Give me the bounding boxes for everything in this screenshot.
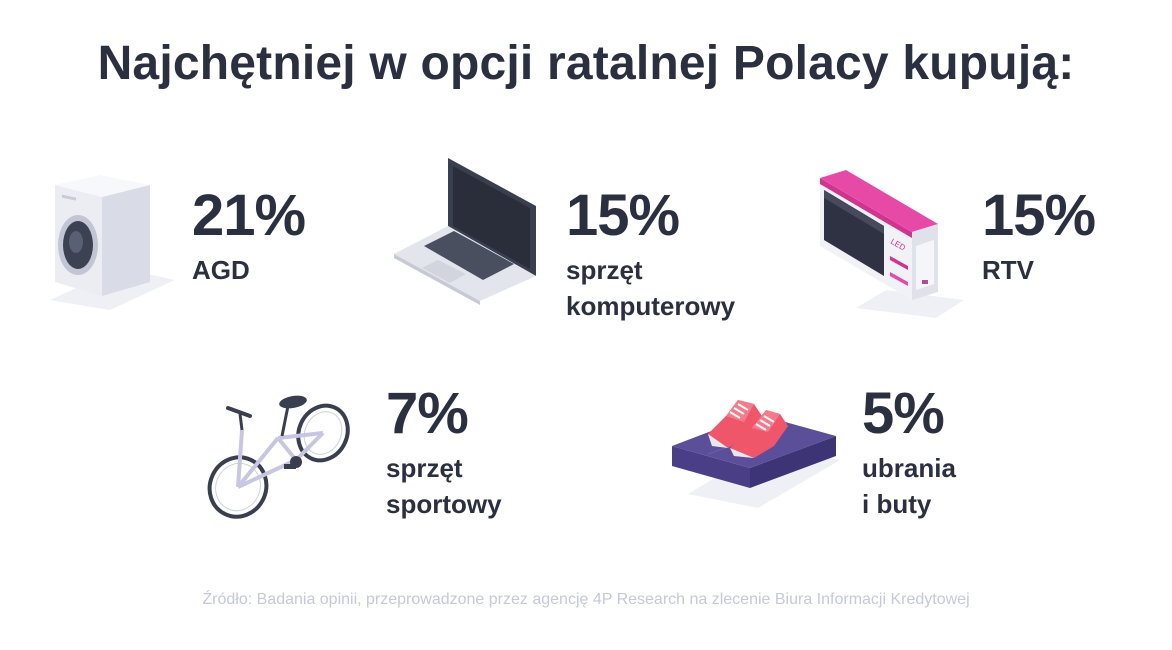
stat-label-line: ubrania xyxy=(862,453,956,483)
stat-label: ubrania i buty xyxy=(862,451,956,523)
stat-label-line: i buty xyxy=(862,488,932,519)
page-title: Najchętniej w opcji ratalnej Polacy kupu… xyxy=(97,37,1075,90)
stat-label: sprzęt sportowy xyxy=(386,451,502,523)
stat-label-line: sprzęt xyxy=(386,453,463,483)
stat-label: sprzęt komputerowy xyxy=(566,253,735,325)
stat-agd: 21% AGD xyxy=(192,183,306,289)
stat-clothes: 5% ubrania i buty xyxy=(862,385,956,523)
stat-label: RTV xyxy=(982,253,1095,289)
stat-rtv: 15% RTV xyxy=(982,183,1096,289)
stat-label-line: sportowy xyxy=(386,488,502,519)
stat-label: AGD xyxy=(192,253,305,289)
stat-percent: 15% xyxy=(566,183,680,248)
washing-machine-icon xyxy=(50,175,175,310)
stat-label-line: AGD xyxy=(192,255,250,285)
stat-percent: 5% xyxy=(862,381,945,446)
laptop-icon xyxy=(394,158,536,305)
stat-label-line: sprzęt xyxy=(566,255,643,285)
stat-percent: 7% xyxy=(386,381,469,446)
stat-computer: 15% sprzęt komputerowy xyxy=(566,187,735,325)
stat-sport: 7% sprzęt sportowy xyxy=(386,385,502,523)
sneakers-icon xyxy=(672,400,840,508)
stat-percent: 21% xyxy=(192,183,306,248)
tv-box-icon: LED xyxy=(820,170,964,318)
bicycle-icon xyxy=(207,395,350,519)
stat-percent: 15% xyxy=(982,183,1096,248)
source-note: Źródło: Badania opinii, przeprowadzone p… xyxy=(202,591,970,608)
stat-label-line: RTV xyxy=(982,255,1034,285)
stat-label-line: komputerowy xyxy=(566,290,736,321)
